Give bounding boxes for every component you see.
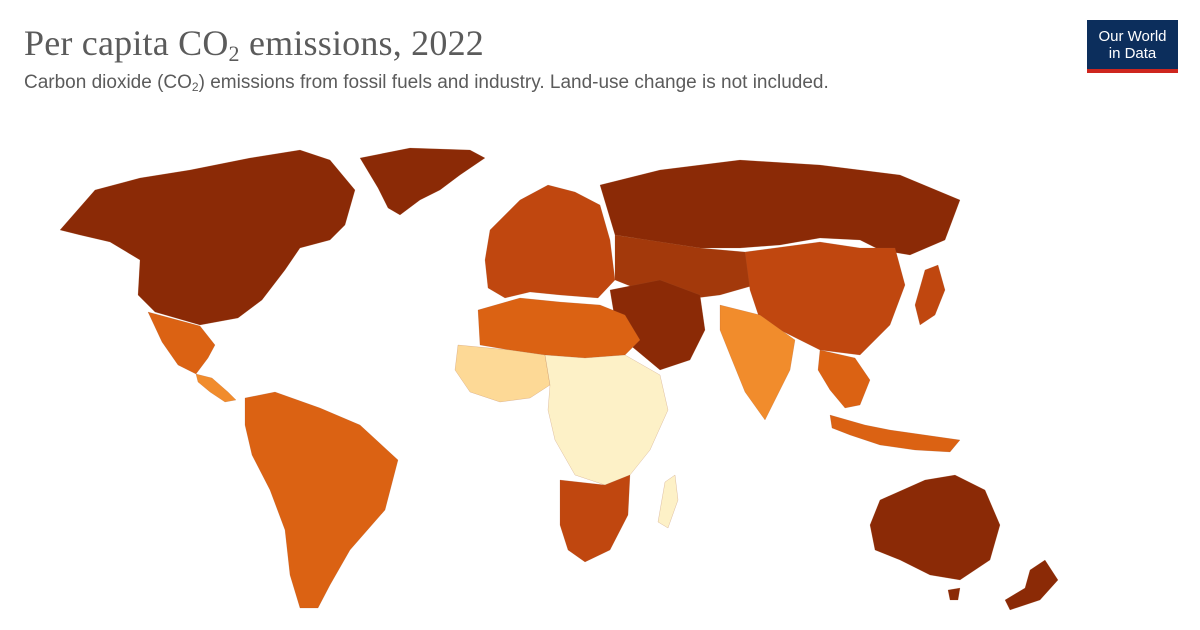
chart-subtitle: Carbon dioxide (CO2) emissions from foss… xyxy=(24,72,829,94)
subtitle-text: Carbon dioxide (CO xyxy=(24,72,192,93)
region-europe[interactable] xyxy=(484,184,616,299)
region-australia[interactable] xyxy=(869,474,1001,581)
region-madagascar[interactable] xyxy=(657,474,679,529)
title-text: Per capita CO xyxy=(24,23,229,63)
region-india[interactable] xyxy=(719,304,796,421)
world-map xyxy=(59,147,1059,611)
subtitle-subscript: 2 xyxy=(191,80,199,94)
region-mexico[interactable] xyxy=(147,311,216,375)
subtitle-text-end: ) emissions from fossil fuels and indust… xyxy=(198,72,829,93)
chart-title: Per capita CO2 emissions, 2022 xyxy=(24,22,484,67)
region-southeast-asia[interactable] xyxy=(817,349,871,409)
title-text-end: emissions, 2022 xyxy=(239,23,484,63)
title-subscript: 2 xyxy=(228,41,240,66)
region-tasmania[interactable] xyxy=(947,587,961,601)
logo-line-1: Our World xyxy=(1098,28,1167,45)
region-greenland[interactable] xyxy=(359,147,486,216)
region-central-africa[interactable] xyxy=(544,354,669,486)
region-west-africa[interactable] xyxy=(454,344,551,403)
region-southern-africa[interactable] xyxy=(559,474,631,563)
region-south-america[interactable] xyxy=(244,391,399,609)
region-indonesia[interactable] xyxy=(829,414,961,453)
logo-line-2: in Data xyxy=(1108,45,1157,62)
owid-logo[interactable]: Our World in Data xyxy=(1087,20,1178,73)
region-japan[interactable] xyxy=(914,264,946,326)
region-new-zealand[interactable] xyxy=(1004,559,1059,611)
region-north-america[interactable] xyxy=(59,149,356,326)
region-central-america[interactable] xyxy=(195,373,237,403)
region-north-africa[interactable] xyxy=(477,297,641,359)
